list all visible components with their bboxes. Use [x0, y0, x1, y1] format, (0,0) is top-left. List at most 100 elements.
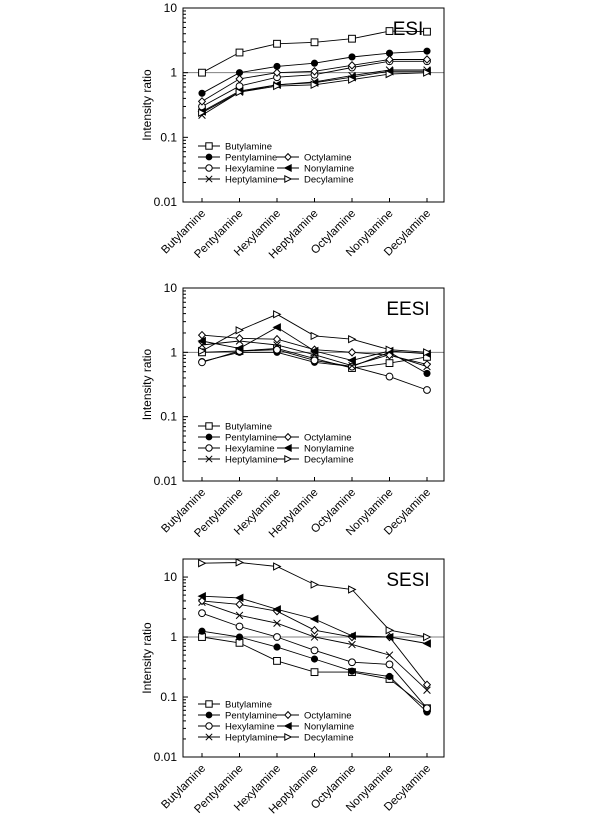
- data-point: [348, 75, 357, 84]
- y-tick-label: 10: [164, 570, 178, 584]
- legend-label: Decylamine: [304, 174, 354, 185]
- data-point: [310, 80, 320, 89]
- data-point: [423, 386, 431, 394]
- legend-marker: [205, 175, 213, 183]
- data-point: [198, 559, 207, 568]
- legend-label: Nonylamine: [304, 443, 354, 454]
- data-point: [385, 660, 394, 669]
- series-heptylamine: [198, 598, 431, 694]
- data-point: [423, 632, 432, 642]
- series-hexylamine: [198, 609, 431, 713]
- legend-marker: [283, 443, 292, 453]
- legend-marker: [205, 455, 213, 463]
- legend-marker: [205, 700, 213, 708]
- legend-item: Hexylamine: [198, 443, 275, 454]
- series-butylamine: [198, 27, 431, 77]
- y-tick-label: 0.1: [160, 130, 177, 144]
- legend-item: Decylamine: [277, 454, 354, 465]
- legend-label: Butylamine: [225, 141, 272, 152]
- data-point: [234, 593, 244, 603]
- data-point: [422, 680, 432, 690]
- data-point: [310, 38, 319, 47]
- legend-label: Octylamine: [304, 432, 352, 443]
- data-point: [198, 108, 207, 117]
- data-point: [385, 372, 394, 381]
- legend-item: Octylamine: [277, 152, 352, 163]
- legend-marker: [284, 152, 292, 162]
- data-point: [310, 668, 319, 677]
- legend-marker: [205, 733, 213, 741]
- data-point: [385, 359, 394, 368]
- legend-label: Hexylamine: [225, 443, 275, 454]
- legend-item: Hexylamine: [198, 163, 275, 174]
- legend-label: Butylamine: [225, 699, 272, 710]
- series-hexylamine: [198, 345, 431, 394]
- plot-frame: [182, 558, 445, 758]
- legend-item: Heptylamine: [198, 732, 278, 743]
- series-decylamine: [198, 310, 432, 357]
- chart-eesi: 0.01 0.1 1 10 ButylaminePentylamineHexylamin…: [140, 281, 445, 540]
- data-point: [272, 323, 281, 332]
- data-point: [198, 68, 206, 77]
- data-point: [348, 640, 356, 649]
- data-point: [235, 326, 245, 335]
- y-tick-label: 10: [164, 1, 178, 15]
- legend-label: Octylamine: [304, 710, 352, 721]
- data-point: [273, 643, 281, 651]
- data-point: [348, 585, 357, 594]
- data-point: [310, 655, 319, 663]
- data-point: [235, 633, 244, 641]
- data-point: [310, 633, 319, 641]
- data-point: [273, 345, 281, 354]
- chart-esi: 0.01 0.1 1 10 ButylaminePentylamineHexylamin…: [140, 1, 445, 261]
- y-tick-label: 10: [164, 281, 178, 295]
- legend-marker: [284, 454, 293, 464]
- data-point: [310, 646, 319, 655]
- data-point: [310, 580, 320, 589]
- data-point: [348, 53, 356, 61]
- data-point: [348, 362, 356, 371]
- data-point: [423, 348, 432, 357]
- data-point: [198, 346, 207, 356]
- data-point: [347, 61, 357, 70]
- legend-marker: [205, 153, 213, 161]
- legend-marker: [205, 164, 213, 172]
- data-point: [198, 609, 206, 618]
- data-point: [235, 600, 244, 609]
- data-point: [422, 639, 431, 648]
- series-nonylamine: [197, 591, 431, 648]
- data-point: [347, 348, 357, 357]
- legend-item: Nonylamine: [277, 163, 354, 174]
- legend-item: Heptylamine: [198, 174, 278, 185]
- data-point: [309, 346, 319, 356]
- data-point: [422, 360, 432, 369]
- legend-item: Octylamine: [277, 432, 352, 443]
- data-point: [235, 622, 244, 631]
- y-tick-label: 0.1: [160, 690, 177, 704]
- legend-item: Decylamine: [277, 732, 354, 743]
- legend-label: Hexylamine: [225, 721, 275, 732]
- data-point: [423, 369, 431, 377]
- legend-marker: [284, 710, 292, 720]
- legend-label: Decylamine: [304, 732, 354, 743]
- data-point: [235, 48, 244, 57]
- y-tick-label: 0.01: [154, 195, 178, 209]
- y-tick-label: 1: [170, 66, 177, 80]
- legend-marker: [283, 163, 292, 173]
- data-point: [423, 47, 431, 55]
- legend-marker: [284, 432, 292, 442]
- data-point: [423, 27, 431, 36]
- data-point: [347, 631, 356, 640]
- series-pentylamine: [198, 47, 431, 97]
- legend-item: Nonylamine: [277, 721, 354, 732]
- y-axis-label: Intensity ratio: [140, 348, 154, 420]
- data-point: [273, 341, 281, 349]
- data-point: [385, 345, 395, 354]
- data-point: [310, 59, 319, 67]
- legend-marker: [205, 433, 213, 441]
- data-point: [273, 657, 281, 665]
- legend-label: Octylamine: [304, 152, 352, 163]
- legend-label: Hexylamine: [225, 163, 275, 174]
